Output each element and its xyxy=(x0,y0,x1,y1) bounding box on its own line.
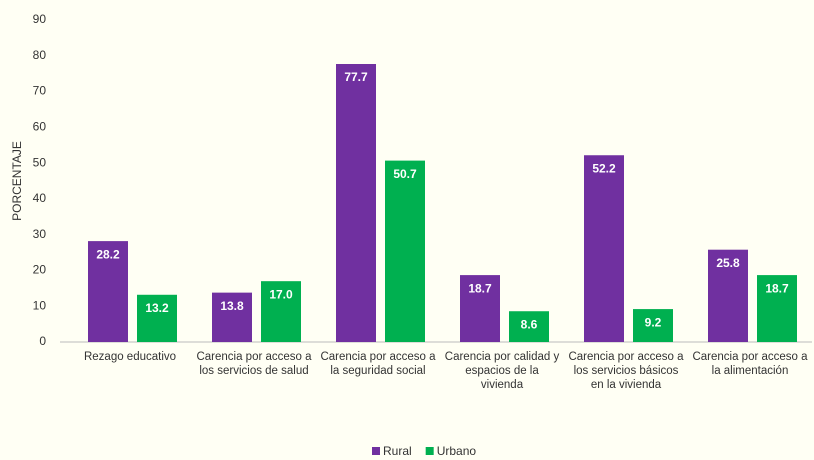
bar xyxy=(212,292,252,342)
legend-swatch xyxy=(372,447,380,455)
data-label: 52.2 xyxy=(592,161,616,175)
data-label: 50.7 xyxy=(393,167,417,181)
bar xyxy=(708,249,748,342)
bar xyxy=(261,281,301,342)
bar xyxy=(88,241,128,342)
y-tick-label: 40 xyxy=(33,191,47,205)
y-tick-label: 30 xyxy=(33,227,47,241)
bar xyxy=(584,155,624,342)
data-label: 9.2 xyxy=(645,315,662,329)
data-label: 77.7 xyxy=(344,70,368,84)
x-tick-label: Carencia por acceso a la alimentación xyxy=(692,351,808,377)
data-label: 25.8 xyxy=(716,256,740,270)
x-tick-label: Rezago educativo xyxy=(83,351,177,363)
data-label: 18.7 xyxy=(765,281,789,295)
legend-label: Urbano xyxy=(437,444,477,458)
data-label: 18.7 xyxy=(468,281,492,295)
y-tick-label: 0 xyxy=(39,334,46,348)
y-tick-label: 10 xyxy=(33,298,47,312)
bar xyxy=(137,294,177,342)
bar xyxy=(385,160,425,342)
legend-label: Rural xyxy=(383,444,412,458)
data-label: 8.6 xyxy=(521,317,538,331)
y-tick-label: 80 xyxy=(33,48,47,62)
x-tick-label: Carencia por acceso a los servicios de s… xyxy=(196,351,312,377)
legend-swatch xyxy=(425,447,434,455)
y-tick-label: 50 xyxy=(33,155,47,169)
bar xyxy=(757,275,797,342)
y-tick-label: 90 xyxy=(33,12,47,26)
bar xyxy=(633,309,673,342)
bar xyxy=(460,275,500,342)
x-tick-label: Carencia por acceso a los servicios bási… xyxy=(568,351,684,391)
data-label: 28.2 xyxy=(96,247,120,261)
y-tick-label: 20 xyxy=(33,263,47,277)
y-axis-title: PORCENTAJE xyxy=(10,141,24,221)
x-tick-label: Carencia por acceso a la seguridad socia… xyxy=(320,351,436,377)
data-label: 17.0 xyxy=(269,287,293,301)
data-label: 13.2 xyxy=(145,301,169,315)
y-tick-label: 70 xyxy=(33,84,47,98)
data-label: 13.8 xyxy=(220,299,244,313)
y-tick-label: 60 xyxy=(33,120,47,134)
x-tick-label: Carencia por calidad y espacios de la vi… xyxy=(444,351,560,391)
bar xyxy=(509,311,549,342)
bar xyxy=(336,64,376,343)
